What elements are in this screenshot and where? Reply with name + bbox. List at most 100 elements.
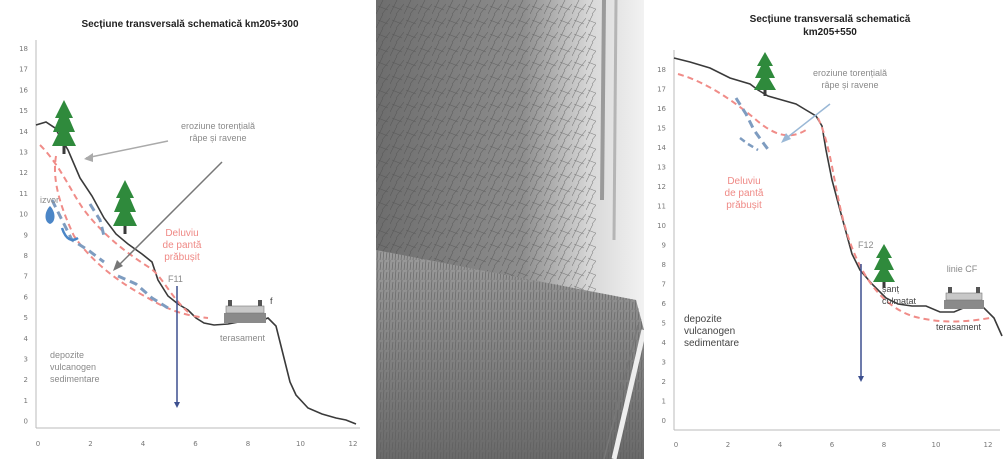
y-tick-label: 1 bbox=[662, 398, 666, 406]
y-tick-label: 17 bbox=[657, 86, 666, 94]
left-section-title: Secțiune transversală schematică km205+3… bbox=[81, 19, 299, 30]
y-tick-label: 2 bbox=[24, 376, 28, 384]
left-deposits-label-3: sedimentare bbox=[50, 374, 100, 384]
left-railway-icon bbox=[224, 300, 266, 323]
x-tick-label: 2 bbox=[726, 441, 730, 449]
y-tick-label: 12 bbox=[19, 169, 28, 177]
right-tree-icon-2 bbox=[873, 244, 895, 288]
right-ditch-label-2: colmatat bbox=[882, 296, 917, 306]
x-tick-label: 10 bbox=[932, 441, 941, 449]
y-tick-label: 4 bbox=[662, 339, 667, 347]
x-tick-label: 10 bbox=[296, 440, 305, 448]
right-rail-label: linie CF bbox=[947, 264, 978, 274]
left-terrain-profile bbox=[35, 121, 357, 425]
left-erosion-ravine-3 bbox=[88, 203, 106, 237]
right-railway-icon bbox=[944, 287, 984, 309]
y-tick-label: 15 bbox=[657, 125, 666, 133]
right-sliding-surface-lower bbox=[817, 117, 991, 323]
y-tick-label: 2 bbox=[662, 378, 666, 386]
left-borehole-label: F11 bbox=[168, 274, 183, 284]
left-tree-icon-1 bbox=[52, 100, 76, 154]
y-tick-label: 11 bbox=[19, 190, 28, 198]
y-tick-label: 7 bbox=[24, 273, 28, 281]
right-section-title-1: Secțiune transversală schematică bbox=[750, 14, 911, 25]
right-slide-label-3: prăbușit bbox=[726, 200, 762, 211]
y-tick-label: 6 bbox=[662, 300, 667, 308]
right-borehole-label: F12 bbox=[858, 240, 874, 250]
left-spring-icon bbox=[45, 206, 55, 224]
x-tick-label: 8 bbox=[882, 441, 886, 449]
x-tick-label: 6 bbox=[830, 441, 835, 449]
x-tick-label: 0 bbox=[674, 441, 678, 449]
x-tick-label: 8 bbox=[246, 440, 250, 448]
x-tick-label: 6 bbox=[193, 440, 198, 448]
right-erosion-label-2: râpe și ravene bbox=[821, 80, 878, 90]
y-tick-label: 4 bbox=[24, 335, 29, 343]
y-tick-label: 13 bbox=[657, 164, 666, 172]
right-erosion-ravine-2 bbox=[739, 137, 759, 152]
right-ditch-label-1: șanț bbox=[882, 284, 900, 294]
y-tick-label: 1 bbox=[24, 397, 28, 405]
left-spring-label: izvor bbox=[40, 195, 59, 205]
left-rail-label: f bbox=[270, 296, 273, 306]
left-slide-label-1: Deluviu bbox=[165, 228, 198, 239]
left-deposits-label-2: vulcanogen bbox=[50, 362, 96, 372]
right-x-axis: 0 2 4 6 8 10 12 bbox=[674, 441, 993, 449]
left-erosion-ravine-2 bbox=[117, 274, 169, 310]
y-tick-label: 3 bbox=[662, 359, 666, 367]
y-tick-label: 18 bbox=[19, 45, 28, 53]
y-tick-label: 16 bbox=[657, 105, 666, 113]
left-embankment-label: terasament bbox=[220, 333, 266, 343]
left-tree-icon-2 bbox=[113, 180, 137, 234]
right-embankment-label: terasament bbox=[936, 322, 982, 332]
y-tick-label: 8 bbox=[662, 261, 666, 269]
y-tick-label: 0 bbox=[24, 418, 28, 426]
y-tick-label: 10 bbox=[657, 222, 666, 230]
left-sliding-surface-lower bbox=[53, 155, 209, 319]
y-tick-label: 5 bbox=[24, 314, 28, 322]
y-tick-label: 8 bbox=[24, 252, 28, 260]
slope-photograph bbox=[376, 0, 644, 459]
right-erosion-ravine bbox=[734, 97, 772, 153]
x-tick-label: 4 bbox=[141, 440, 146, 448]
y-tick-label: 9 bbox=[24, 231, 28, 239]
right-slide-label-1: Deluviu bbox=[727, 176, 760, 187]
right-slide-label-2: de pantă bbox=[725, 188, 764, 199]
right-erosion-label-1: eroziune torențială bbox=[813, 68, 887, 78]
y-tick-label: 12 bbox=[657, 183, 666, 191]
left-slide-label-2: de pantă bbox=[163, 240, 202, 251]
y-tick-label: 18 bbox=[657, 66, 666, 74]
y-tick-label: 6 bbox=[24, 293, 29, 301]
left-erosion-label-1: eroziune torențială bbox=[181, 121, 255, 131]
y-tick-label: 7 bbox=[662, 281, 666, 289]
x-tick-label: 12 bbox=[984, 441, 993, 449]
y-tick-label: 10 bbox=[19, 211, 28, 219]
y-tick-label: 11 bbox=[657, 203, 666, 211]
x-tick-label: 4 bbox=[778, 441, 783, 449]
right-cross-section: Secțiune transversală schematică km205+5… bbox=[650, 0, 1005, 459]
y-tick-label: 16 bbox=[19, 86, 28, 94]
right-section-title-2: km205+550 bbox=[803, 27, 857, 38]
right-tree-icon-1 bbox=[754, 52, 776, 96]
left-slide-label-3: prăbușit bbox=[164, 252, 200, 263]
y-tick-label: 5 bbox=[662, 320, 666, 328]
y-tick-label: 3 bbox=[24, 356, 28, 364]
y-tick-label: 0 bbox=[662, 417, 666, 425]
left-x-axis: 0 2 4 6 8 10 12 bbox=[36, 440, 358, 448]
y-tick-label: 13 bbox=[19, 149, 28, 157]
right-deposits-label-1: depozite bbox=[684, 314, 722, 325]
y-tick-label: 14 bbox=[657, 144, 666, 152]
y-tick-label: 15 bbox=[19, 107, 28, 115]
left-cross-section: Secțiune transversală schematică km205+3… bbox=[0, 0, 373, 459]
left-sliding-surface-upper bbox=[39, 144, 189, 313]
y-tick-label: 9 bbox=[662, 242, 666, 250]
x-tick-label: 2 bbox=[88, 440, 92, 448]
left-deposits-label-1: depozite bbox=[50, 350, 84, 360]
x-tick-label: 12 bbox=[349, 440, 358, 448]
right-deposits-label-2: vulcanogen bbox=[684, 326, 735, 337]
right-deposits-label-3: sedimentare bbox=[684, 338, 739, 349]
x-tick-label: 0 bbox=[36, 440, 40, 448]
left-erosion-label-2: râpe și ravene bbox=[189, 133, 246, 143]
right-sliding-surface-upper bbox=[677, 73, 807, 137]
